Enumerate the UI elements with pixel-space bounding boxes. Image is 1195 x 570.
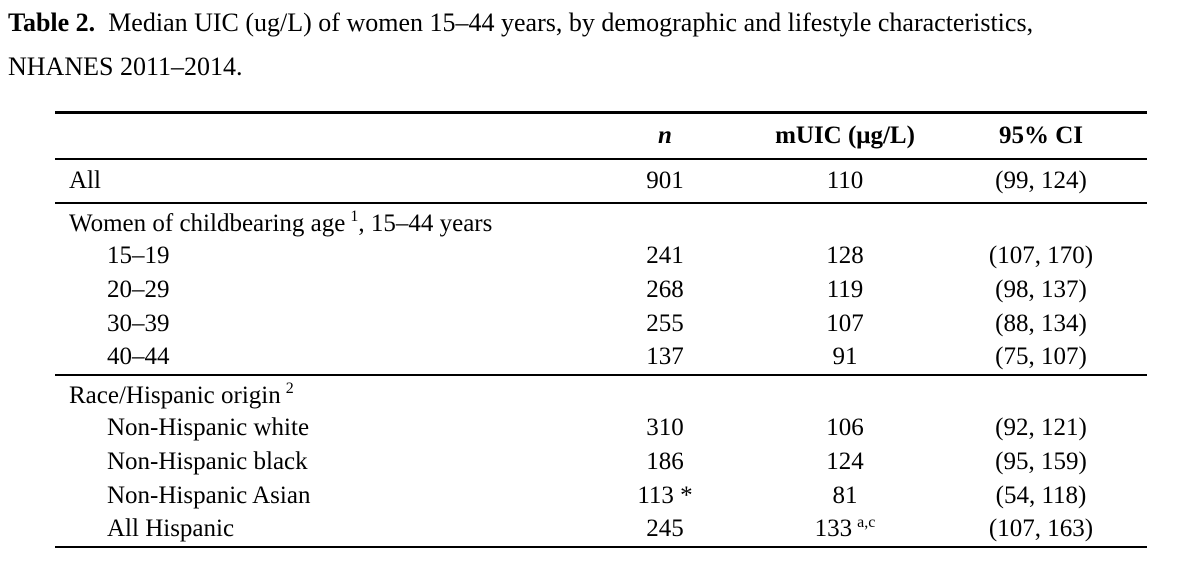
table-container: n mUIC (μg/L) 95% CI All 901 110 (99, 12… — [55, 111, 1147, 548]
n-value: 268 — [646, 275, 684, 303]
n-value: 113 * — [637, 481, 693, 509]
header-row: n mUIC (μg/L) 95% CI — [55, 112, 1147, 160]
column-header-label — [55, 112, 575, 160]
ci-value: (88, 134) — [995, 309, 1087, 337]
n-value: 241 — [646, 241, 684, 269]
table-row: Non-Hispanic black 186 124 (95, 159) — [55, 445, 1147, 479]
table-row: 20–29 268 119 (98, 137) — [55, 273, 1147, 307]
table-row: 30–39 255 107 (88, 134) — [55, 307, 1147, 341]
muic-value: 107 — [826, 309, 864, 337]
caption-line-2: NHANES 2011–2014. — [8, 52, 243, 81]
muic-value: 133 a,c — [814, 513, 876, 542]
n-value: 310 — [646, 413, 684, 441]
muic-value: 91 — [755, 340, 935, 376]
row-label: All — [55, 158, 575, 204]
ci-value: (99, 124) — [935, 158, 1147, 204]
ci-value: (54, 118) — [995, 481, 1087, 509]
muic-value: 128 — [826, 241, 864, 269]
ci-value: (92, 121) — [995, 413, 1087, 441]
section-header-race: Race/Hispanic origin 2 — [55, 375, 1147, 411]
ci-value: (95, 159) — [995, 447, 1087, 475]
data-table: n mUIC (μg/L) 95% CI All 901 110 (99, 12… — [55, 111, 1147, 548]
table-row: 40–44 137 91 (75, 107) — [55, 340, 1147, 376]
column-header-ci: 95% CI — [935, 112, 1147, 160]
muic-value: 110 — [755, 158, 935, 204]
section-header-text: Women of childbearing age — [69, 209, 346, 237]
table-caption: Table 2. Median UIC (ug/L) of women 15–44… — [8, 1, 1194, 89]
section-header-footnote: 1 — [350, 208, 359, 226]
ci-value: (107, 170) — [988, 241, 1094, 269]
row-label: Non-Hispanic black — [107, 447, 308, 475]
row-label: Non-Hispanic Asian — [107, 481, 311, 509]
row-label: Non-Hispanic white — [107, 413, 310, 441]
ci-value: (98, 137) — [995, 275, 1087, 303]
table-header: n mUIC (μg/L) 95% CI — [55, 112, 1147, 160]
table-row: All Hispanic 245 133 a,c (107, 163) — [55, 513, 1147, 547]
muic-value: 124 — [826, 447, 864, 475]
row-label: All Hispanic — [107, 515, 235, 542]
section-header-age: Women of childbearing age 1, 15–44 years — [55, 203, 1147, 239]
row-label: 15–19 — [107, 241, 170, 269]
table-row: Non-Hispanic white 310 106 (92, 121) — [55, 411, 1147, 445]
table-row: Non-Hispanic Asian 113 * 81 (54, 118) — [55, 479, 1147, 513]
muic-footnote: a,c — [857, 513, 876, 531]
n-value: 186 — [646, 447, 684, 475]
n-value: 901 — [575, 158, 755, 204]
muic-value: 106 — [826, 413, 864, 441]
table-body: All 901 110 (99, 124) Women of childbear… — [55, 158, 1147, 547]
n-value: 255 — [646, 309, 684, 337]
section-header-footnote: 2 — [285, 380, 294, 398]
section-header-text: Race/Hispanic origin — [69, 381, 281, 409]
muic-value: 81 — [832, 481, 858, 509]
caption-label: Table 2. — [8, 8, 96, 37]
row-label: 30–39 — [107, 309, 170, 337]
table-row: 15–19 241 128 (107, 170) — [55, 239, 1147, 273]
row-label: 20–29 — [107, 275, 170, 303]
caption-text: Median UIC (ug/L) of women 15–44 years, … — [108, 8, 1034, 37]
muic-value: 119 — [826, 275, 864, 303]
n-value: 137 — [575, 340, 755, 376]
n-value: 245 — [646, 515, 684, 542]
column-header-muic: mUIC (μg/L) — [755, 112, 935, 160]
table-row-all: All 901 110 (99, 124) — [55, 158, 1147, 204]
ci-value: (75, 107) — [935, 340, 1147, 376]
row-label: 40–44 — [55, 340, 575, 376]
column-header-n: n — [575, 112, 755, 160]
section-header-suffix: , 15–44 years — [358, 209, 493, 237]
section-header-cell: Race/Hispanic origin 2 — [55, 375, 1147, 411]
section-header-cell: Women of childbearing age 1, 15–44 years — [55, 203, 1147, 239]
caption-line-1: Table 2. Median UIC (ug/L) of women 15–44… — [8, 1, 1194, 45]
ci-value: (107, 163) — [988, 515, 1094, 542]
